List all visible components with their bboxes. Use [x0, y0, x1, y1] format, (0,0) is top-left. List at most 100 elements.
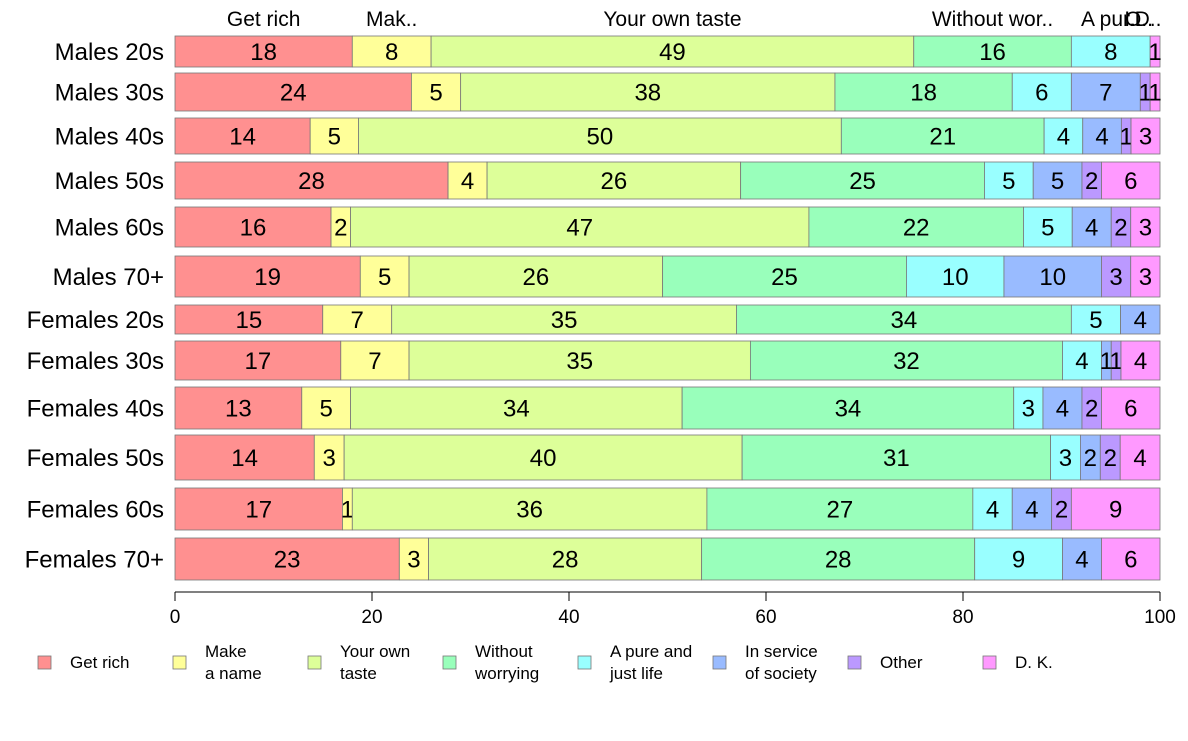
data-label: 3 — [1022, 396, 1035, 423]
data-label: 3 — [407, 547, 420, 574]
data-label: 3 — [1139, 124, 1152, 151]
top-series-label: Your own taste — [603, 8, 741, 31]
bar-segment — [1082, 117, 1122, 155]
x-tick-label: 100 — [1144, 607, 1176, 628]
legend-label: Without — [475, 642, 533, 661]
data-label: 1 — [1148, 80, 1161, 107]
bar-segment — [340, 340, 410, 381]
bar-segment — [1011, 72, 1072, 112]
bar-segment — [701, 537, 976, 581]
bar-segment — [1070, 304, 1121, 335]
data-label: 40 — [530, 445, 557, 472]
data-label: 26 — [601, 168, 628, 195]
bar-segment — [1011, 487, 1053, 531]
bar-segment — [1130, 117, 1161, 155]
data-label: 34 — [891, 307, 918, 334]
bar-segment — [359, 255, 410, 298]
bar-segment — [1120, 304, 1161, 335]
data-label: 4 — [1133, 445, 1146, 472]
data-label: 5 — [1041, 215, 1054, 242]
bar-segment — [1042, 386, 1083, 430]
data-label: 14 — [231, 445, 258, 472]
bar-segment — [706, 487, 974, 531]
category-label: Females 20s — [27, 307, 164, 334]
data-label: 19 — [254, 264, 281, 291]
data-label: 4 — [1134, 348, 1147, 375]
bar-segment — [486, 161, 742, 200]
bar-segment — [408, 340, 751, 381]
bar-segment — [1130, 206, 1161, 248]
bar-segment — [1032, 161, 1083, 200]
legend-label: A pure and — [610, 642, 692, 661]
bar-segment — [913, 35, 1072, 68]
data-label: 5 — [1089, 307, 1102, 334]
legend-label: D. K. — [1015, 653, 1053, 672]
data-label: 10 — [942, 264, 969, 291]
bar-segment — [840, 117, 1045, 155]
bar-segment — [1101, 161, 1161, 200]
data-label: 22 — [903, 215, 930, 242]
legend-label: worrying — [474, 664, 539, 683]
data-label: 35 — [566, 348, 593, 375]
data-label: 1 — [1109, 348, 1122, 375]
bar-segment — [1062, 340, 1102, 381]
data-label: 1 — [1148, 39, 1161, 66]
data-label: 5 — [1051, 168, 1064, 195]
data-label: 47 — [566, 215, 593, 242]
data-label: 3 — [1139, 264, 1152, 291]
data-label: 5 — [429, 80, 442, 107]
data-label: 4 — [1095, 124, 1108, 151]
legend-swatch — [982, 655, 997, 670]
bar-segment — [662, 255, 907, 298]
bar-segment — [358, 117, 842, 155]
bar-segment — [351, 35, 432, 68]
legend-swatch — [37, 655, 52, 670]
bar-segment — [1149, 35, 1161, 68]
data-label: 26 — [522, 264, 549, 291]
top-series-label: I.. — [1124, 8, 1142, 31]
category-label: Males 30s — [55, 80, 164, 107]
data-label: 2 — [1085, 396, 1098, 423]
legend-label: just life — [609, 664, 663, 683]
data-label: 3 — [1139, 215, 1152, 242]
data-label: 49 — [659, 39, 686, 66]
top-series-label: D.. — [1135, 8, 1162, 31]
data-label: 3 — [1109, 264, 1122, 291]
bar-segment — [447, 161, 488, 200]
data-label: 5 — [328, 124, 341, 151]
data-label: 10 — [1039, 264, 1066, 291]
data-label: 25 — [771, 264, 798, 291]
data-label: 34 — [503, 396, 530, 423]
legend-swatch — [172, 655, 187, 670]
bar-segment — [1050, 434, 1081, 481]
data-label: 13 — [225, 396, 252, 423]
bar-segment — [174, 537, 400, 581]
data-label: 7 — [368, 348, 381, 375]
bar-segment — [174, 117, 311, 155]
bar-segment — [1070, 35, 1151, 68]
data-label: 4 — [1075, 547, 1088, 574]
bar-segment — [1071, 206, 1112, 248]
data-label: 25 — [849, 168, 876, 195]
legend-swatch — [577, 655, 592, 670]
data-label: 8 — [385, 39, 398, 66]
legend-swatch — [847, 655, 862, 670]
data-label: 5 — [319, 396, 332, 423]
bar-segment — [1101, 537, 1161, 581]
data-label: 9 — [1109, 497, 1122, 524]
bar-segment — [391, 304, 737, 335]
category-label: Males 20s — [55, 39, 164, 66]
data-label: 3 — [323, 445, 336, 472]
bar-segment — [1070, 487, 1161, 531]
bar-segment — [174, 304, 324, 335]
data-label: 18 — [250, 39, 277, 66]
bar-segment — [309, 117, 359, 155]
category-label: Females 40s — [27, 396, 164, 423]
data-label: 1 — [1100, 348, 1113, 375]
bar-segment — [174, 434, 315, 481]
data-label: 50 — [587, 124, 614, 151]
top-series-label: Mak.. — [366, 8, 417, 31]
category-label: Males 70+ — [53, 264, 164, 291]
legend-label: Other — [880, 653, 923, 672]
bar-segment — [174, 487, 343, 531]
